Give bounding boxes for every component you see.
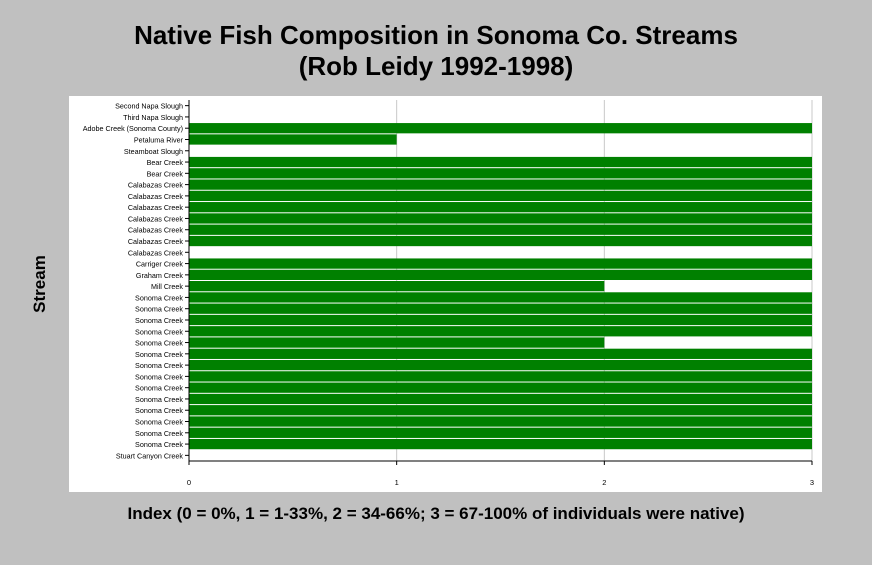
bar (189, 427, 812, 438)
y-tick-label: Calabazas Creek (128, 226, 184, 235)
y-tick-label: Sonoma Creek (135, 384, 183, 393)
bar (189, 269, 812, 280)
bar (189, 134, 397, 145)
bar (189, 314, 812, 326)
bar (189, 213, 812, 224)
y-tick-label: Sonoma Creek (135, 418, 183, 427)
y-tick-label: Bear Creek (147, 158, 184, 167)
y-tick-label: Sonoma Creek (135, 395, 183, 404)
bar (189, 371, 812, 382)
y-tick-label: Sonoma Creek (135, 350, 183, 359)
bar (189, 281, 605, 292)
y-tick-label: Sonoma Creek (135, 406, 183, 415)
y-tick-label: Calabazas Creek (128, 214, 184, 223)
y-tick-label: Sonoma Creek (135, 327, 183, 336)
y-tick-label: Steamboat Slough (124, 147, 183, 156)
y-tick-label: Mill Creek (151, 282, 183, 291)
y-tick-label: Calabazas Creek (128, 192, 184, 201)
y-tick-label: Sonoma Creek (135, 440, 183, 449)
bar (189, 303, 812, 314)
bar (189, 337, 605, 348)
y-tick-label: Calabazas Creek (128, 248, 184, 257)
bar (189, 292, 812, 303)
y-tick-label: Adobe Creek (Sonoma County) (83, 124, 183, 133)
bar (189, 416, 812, 427)
bar (189, 202, 812, 213)
bar (189, 393, 812, 405)
chart-title: Native Fish Composition in Sonoma Co. St… (0, 20, 872, 82)
y-tick-label: Sonoma Creek (135, 293, 183, 302)
x-tick-label: 1 (395, 478, 399, 487)
bar (189, 190, 812, 202)
bar (189, 405, 812, 416)
y-tick-label: Sonoma Creek (135, 361, 183, 370)
y-tick-label: Carriger Creek (136, 260, 184, 269)
y-tick-label: Calabazas Creek (128, 203, 184, 212)
bar (189, 123, 812, 134)
y-tick-label: Sonoma Creek (135, 316, 183, 325)
bar (189, 258, 812, 269)
y-tick-label: Petaluma River (134, 135, 184, 144)
bar (189, 156, 812, 168)
y-tick-label: Bear Creek (147, 169, 184, 178)
chart-title-line-1: Native Fish Composition in Sonoma Co. St… (134, 20, 738, 50)
bar (189, 326, 812, 337)
x-tick-label: 0 (187, 478, 191, 487)
bar (189, 382, 812, 393)
x-tick-label: 2 (602, 478, 606, 487)
bar (189, 438, 812, 450)
y-tick-label: Stuart Canyon Creek (116, 451, 184, 460)
y-tick-label: Sonoma Creek (135, 339, 183, 348)
y-tick-label: Sonoma Creek (135, 429, 183, 438)
y-tick-label: Graham Creek (136, 271, 184, 280)
y-tick-label: Calabazas Creek (128, 237, 184, 246)
x-axis-label: Index (0 = 0%, 1 = 1-33%, 2 = 34-66%; 3 … (127, 504, 745, 523)
bar (189, 224, 812, 235)
bar (189, 179, 812, 190)
y-tick-label: Calabazas Creek (128, 181, 184, 190)
y-tick-label: Sonoma Creek (135, 305, 183, 314)
y-axis-label: Stream (30, 255, 49, 313)
x-tick-label: 3 (810, 478, 814, 487)
y-tick-label: Sonoma Creek (135, 372, 183, 381)
chart-title-line-2: (Rob Leidy 1992-1998) (298, 51, 574, 81)
bar (189, 348, 812, 359)
y-tick-label: Second Napa Slough (115, 102, 183, 111)
bar (189, 235, 812, 247)
bar (189, 359, 812, 371)
bar (189, 168, 812, 179)
y-tick-label: Third Napa Slough (123, 113, 183, 122)
